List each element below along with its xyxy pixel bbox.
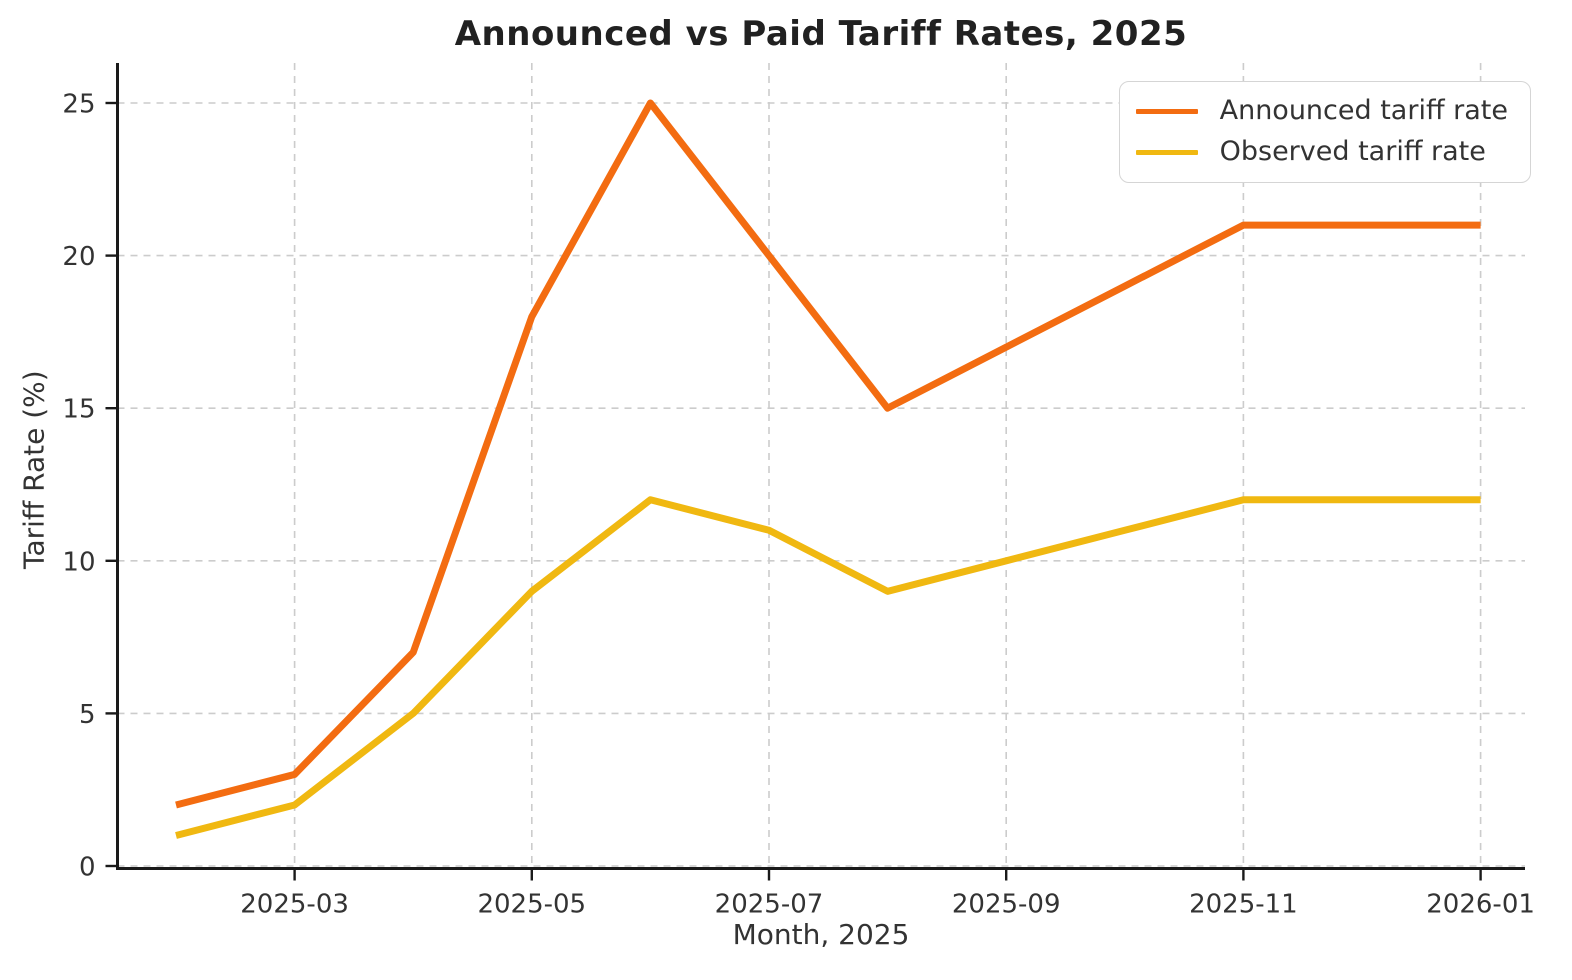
x-tick-label: 2025-05 [477,890,586,920]
y-tick-label: 10 [62,547,95,577]
legend-line-swatch [1135,150,1198,156]
x-tick-label: 2026-01 [1426,890,1535,920]
y-tick-label: 5 [79,700,96,730]
series-line-observed-tariff-rate [175,496,1481,839]
x-tick-label: 2025-09 [952,890,1061,920]
y-tick-label: 0 [79,853,96,883]
series-line-announced-tariff-rate [175,99,1481,809]
legend-item: Observed tariff rate [1135,134,1508,170]
chart-title: Announced vs Paid Tariff Rates, 2025 [454,14,1188,54]
y-axis-label: Tariff Rate (%) [17,370,51,570]
series-lines [175,99,1481,839]
x-tick-label: 2025-03 [240,890,349,920]
axis-tick-labels: 0 5 10 15 20 25 2025-03 2025-05 2025-07 2025-09 20… [62,90,1535,920]
x-tick-label: 2025-07 [715,890,824,920]
y-tick-label: 15 [62,395,95,425]
y-tick-label: 20 [62,242,95,272]
axis-ticks [105,101,1482,881]
y-tick-label: 25 [62,90,95,120]
legend-label: Observed tariff rate [1219,136,1486,168]
x-tick-label: 2025-11 [1189,890,1298,920]
gridlines [117,63,1525,867]
legend: Announced tariff rate Observed tariff rat… [1118,81,1531,183]
legend-line-swatch [1135,108,1198,114]
legend-item: Announced tariff rate [1135,93,1508,129]
legend-label: Announced tariff rate [1219,95,1508,126]
x-axis-label: Month, 2025 [732,918,910,951]
axes-spines [116,63,1525,870]
